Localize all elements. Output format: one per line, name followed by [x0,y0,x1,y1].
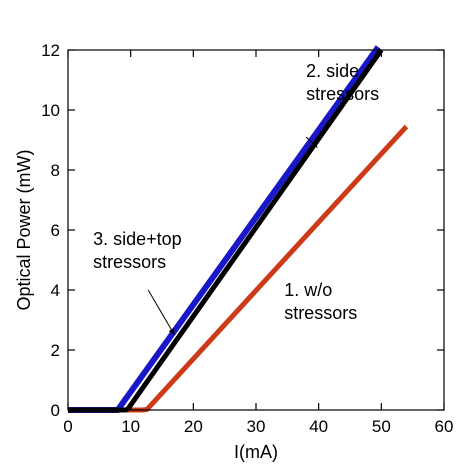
annotations-layer: 2. side stressors 3. side+top stressors 1. w… [93,61,379,336]
x-tick-label: 40 [309,417,328,436]
x-tick-label: 30 [247,417,266,436]
x-tick-label: 60 [435,417,454,436]
x-tick-label: 50 [372,417,391,436]
annotation-text-3: stressors [284,303,357,323]
x-tick-label: 0 [63,417,72,436]
y-tick-label: 6 [51,221,60,240]
y-tick-label: 12 [41,41,60,60]
y-axis-label: Optical Power (mW) [14,149,34,310]
ticks-layer: 0 10 20 30 40 50 60 0 2 4 6 8 10 12 [41,41,453,436]
annotation-text-3: 1. w/o [284,280,332,300]
annotation-text-1: 2. side [306,61,359,81]
y-tick-label: 2 [51,341,60,360]
annotation-text-2: 3. side+top [93,229,182,249]
y-tick-label: 0 [51,401,60,420]
y-tick-label: 4 [51,281,60,300]
annotation-text-1: stressors [306,84,379,104]
x-tick-label: 10 [121,417,140,436]
annotation-text-2: stressors [93,252,166,272]
x-axis-label: I(mA) [234,442,278,462]
y-tick-label: 8 [51,161,60,180]
labels-layer: I(mA) Optical Power (mW) [14,149,278,462]
annotation-arrowhead-1 [310,140,318,148]
annotation-arrow-2 [147,289,175,336]
x-tick-label: 20 [184,417,203,436]
y-tick-label: 10 [41,101,60,120]
annotation-arrowhead-2 [168,328,175,335]
